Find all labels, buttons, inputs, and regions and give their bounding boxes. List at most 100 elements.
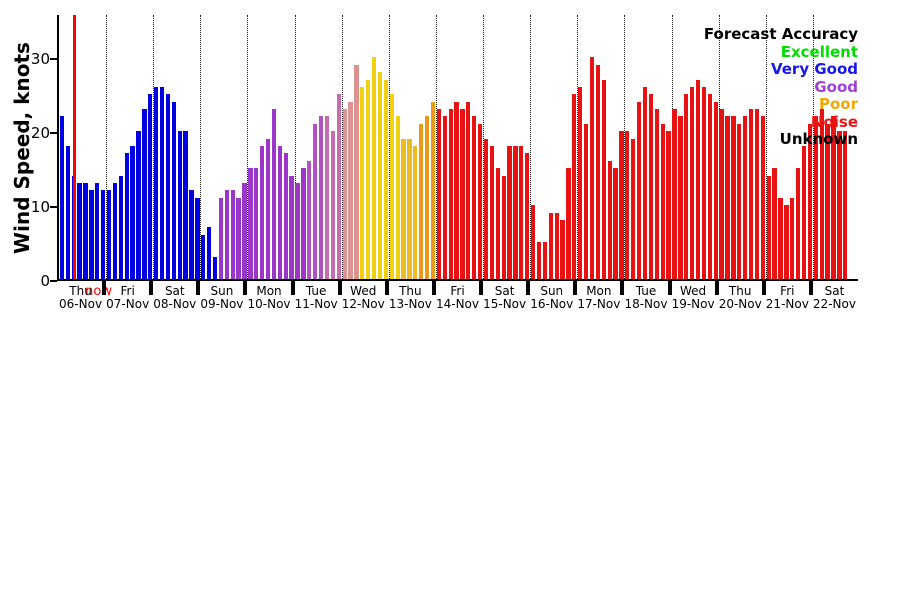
x-axis-day-name: Tue — [635, 284, 657, 298]
wind-speed-bar — [813, 116, 818, 279]
day-boundary-tick — [714, 281, 719, 295]
legend-title: Forecast Accuracy — [703, 25, 858, 43]
wind-speed-bar — [583, 123, 589, 279]
wind-speed-bar — [519, 146, 524, 279]
wind-speed-bar — [477, 123, 483, 279]
day-boundary-tick — [384, 281, 389, 295]
x-axis-day-name: Fri — [120, 284, 135, 298]
wind-speed-bar — [701, 86, 707, 279]
day-boundary-tick — [431, 281, 436, 295]
legend: Forecast Accuracy Excellent Very Good Good… — [703, 25, 858, 149]
wind-speed-bar — [748, 109, 754, 279]
x-axis-date: 12-Nov — [341, 297, 385, 311]
now-marker-line — [73, 15, 77, 279]
wind-speed-bar — [666, 131, 671, 279]
legend-entry-very-good: Very Good — [770, 60, 858, 78]
wind-speed-bar — [148, 94, 153, 279]
wind-speed-bar — [466, 101, 471, 279]
x-axis-date: 07-Nov — [106, 297, 150, 311]
wind-speed-bar — [389, 94, 394, 279]
wind-speed-bar — [595, 64, 601, 279]
wind-speed-bar — [307, 160, 312, 279]
wind-speed-bar — [554, 212, 559, 279]
legend-entry-excellent: Excellent — [780, 42, 858, 61]
wind-speed-bar — [177, 131, 182, 279]
day-boundary-gridline — [106, 15, 108, 279]
wind-speed-bar — [731, 116, 736, 279]
y-tick-label: 10 — [30, 198, 50, 217]
wind-speed-bar — [843, 131, 848, 279]
x-axis-date: 11-Nov — [294, 297, 338, 311]
wind-speed-bar — [407, 138, 412, 279]
wind-speed-bar — [790, 197, 795, 279]
wind-speed-bar — [260, 146, 265, 279]
wind-speed-bar — [807, 123, 813, 279]
wind-speed-bar — [59, 116, 65, 279]
wind-speed-bar — [165, 94, 171, 279]
wind-speed-bar — [695, 79, 701, 279]
wind-speed-bar — [419, 123, 424, 279]
x-axis-day-name: Sat — [824, 284, 845, 298]
y-tick-label: 30 — [30, 50, 50, 69]
x-axis-date: 10-Nov — [247, 297, 291, 311]
wind-speed-bar — [242, 182, 247, 279]
wind-speed-bar — [607, 160, 612, 279]
y-axis-label: Wind Speed, knots — [10, 42, 34, 254]
day-boundary-gridline — [435, 15, 437, 279]
wind-speed-bar — [636, 101, 642, 279]
wind-speed-bar — [371, 57, 377, 279]
wind-speed-bar — [212, 256, 218, 279]
day-boundary-tick — [243, 281, 248, 295]
wind-speed-bar — [201, 234, 206, 279]
legend-entries: Excellent Very Good Good Poor Noise Unknown — [704, 42, 858, 149]
wind-speed-bar — [530, 205, 536, 279]
day-boundary-gridline — [247, 15, 249, 279]
day-boundary-gridline — [718, 15, 720, 279]
day-boundary-tick — [149, 281, 154, 295]
wind-speed-bar — [489, 146, 495, 279]
y-tick-mark — [50, 280, 57, 282]
day-boundary-gridline — [153, 15, 155, 279]
day-boundary-gridline — [294, 15, 296, 279]
wind-speed-bar — [218, 197, 224, 279]
wind-speed-bar — [772, 168, 777, 279]
x-axis-day-name: Fri — [450, 284, 465, 298]
day-boundary-gridline — [812, 15, 814, 279]
x-axis-date: 06-Nov — [59, 297, 103, 311]
legend-entry-noise: Noise — [810, 112, 858, 131]
wind-speed-bar — [754, 109, 760, 279]
wind-speed-bar — [401, 138, 406, 279]
wind-speed-bar — [248, 168, 253, 279]
wind-speed-bar — [77, 182, 82, 279]
wind-speed-bar — [65, 146, 70, 279]
y-tick-mark — [50, 132, 57, 135]
wind-speed-bar — [189, 190, 194, 279]
wind-speed-bar — [101, 190, 106, 279]
wind-speed-bar — [171, 101, 176, 279]
x-axis-day-name: Thu — [69, 284, 92, 298]
wind-speed-bar — [295, 182, 300, 279]
x-axis-date: 09-Nov — [200, 297, 244, 311]
day-boundary-gridline — [577, 15, 579, 279]
wind-speed-bar — [678, 116, 683, 279]
day-boundary-tick — [573, 281, 578, 295]
wind-speed-bar — [159, 86, 165, 279]
day-boundary-gridline — [530, 15, 532, 279]
wind-speed-bar — [230, 190, 235, 279]
wind-speed-bar — [654, 109, 659, 279]
wind-speed-bar — [283, 153, 288, 279]
day-boundary-tick — [808, 281, 813, 295]
x-axis-day-name: Sat — [164, 284, 185, 298]
wind-speed-bar — [383, 79, 388, 279]
wind-speed-bar — [589, 57, 595, 279]
wind-speed-bar — [142, 109, 147, 279]
wind-speed-bar — [631, 138, 636, 279]
wind-speed-bar — [354, 64, 359, 279]
day-boundary-tick — [102, 281, 107, 295]
wind-speed-bar — [719, 109, 724, 279]
wind-speed-bar — [737, 123, 742, 279]
day-boundary-gridline — [765, 15, 767, 279]
y-tick-label: 0 — [40, 272, 50, 290]
x-axis-day-name: Sun — [210, 284, 234, 298]
wind-speed-bar — [743, 116, 748, 279]
